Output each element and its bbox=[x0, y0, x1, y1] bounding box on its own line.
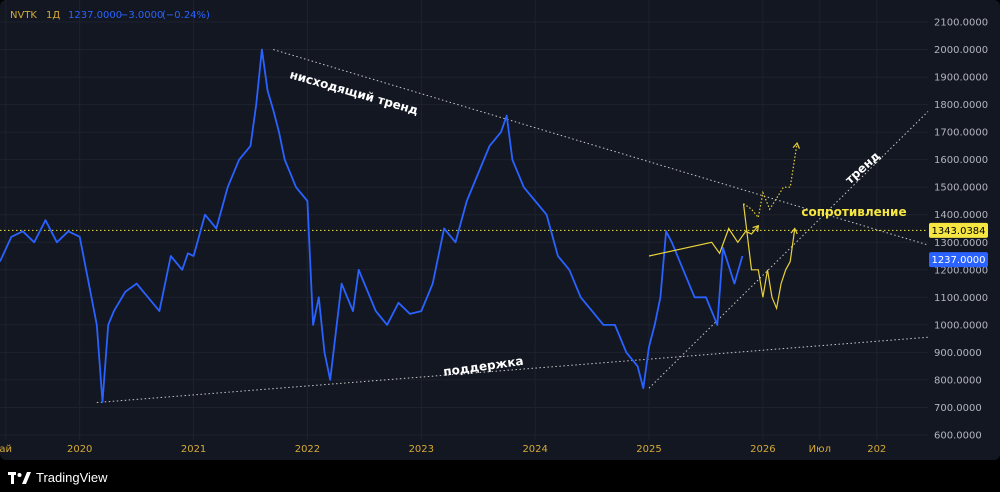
y-tick-label: 2100.0000 bbox=[934, 18, 988, 29]
forecast-dotted-line bbox=[743, 143, 798, 219]
ticker-label[interactable]: NVTK bbox=[10, 10, 37, 21]
y-tick-label: 1000.0000 bbox=[934, 320, 988, 331]
y-tick-label: 1300.0000 bbox=[934, 238, 988, 249]
price-series-line bbox=[0, 48, 744, 403]
x-tick-label: 2021 bbox=[181, 444, 206, 455]
support-line bbox=[96, 336, 929, 404]
forecast-arrow-head bbox=[752, 224, 760, 232]
forecast-line bbox=[648, 225, 759, 257]
y-tick-label: 900.0000 bbox=[934, 348, 982, 359]
x-tick-label: 2026 bbox=[750, 444, 775, 455]
y-tick-label: 800.0000 bbox=[934, 375, 982, 386]
x-tick-label: 202 bbox=[867, 444, 886, 455]
price-badge bbox=[929, 252, 988, 268]
x-tick-label: ай bbox=[0, 444, 12, 455]
change-pct-value: (−0.24%) bbox=[162, 10, 210, 21]
footer-bar: TradingView bbox=[0, 462, 1000, 492]
change-value: −3.0000 bbox=[120, 10, 163, 21]
price-chart[interactable]: нисходящий трендподдержкатрендсопротивле… bbox=[0, 0, 1000, 460]
y-tick-label: 1400.0000 bbox=[934, 210, 988, 221]
tradingview-logo-icon bbox=[8, 471, 31, 484]
tradingview-logo[interactable]: TradingView bbox=[8, 470, 108, 485]
x-tick-label: 2022 bbox=[295, 444, 320, 455]
x-tick-label: 2025 bbox=[636, 444, 661, 455]
y-tick-label: 1900.0000 bbox=[934, 73, 988, 84]
forecast-arrow-head bbox=[790, 227, 798, 235]
x-tick-label: Июл bbox=[809, 444, 831, 455]
price-badge-label: 1343.0384 bbox=[931, 226, 985, 237]
forecast-arrow-head bbox=[792, 142, 801, 149]
ascending-trend-line bbox=[648, 111, 929, 389]
chart-area[interactable]: нисходящий тренд поддержка тренд сопротивле… bbox=[0, 0, 1000, 460]
y-tick-label: 1600.0000 bbox=[934, 155, 988, 166]
descending-trend-line bbox=[273, 49, 929, 246]
y-tick-label: 1500.0000 bbox=[934, 183, 988, 194]
price-badge bbox=[929, 222, 988, 238]
y-tick-label: 1200.0000 bbox=[934, 265, 988, 276]
price-value: 1237.0000 bbox=[68, 10, 122, 21]
annotation-label: поддержка bbox=[442, 354, 524, 379]
y-tick-label: 600.0000 bbox=[934, 431, 982, 442]
brand-name: TradingView bbox=[36, 470, 108, 485]
annotation-label: сопротивление bbox=[801, 205, 906, 219]
x-tick-label: 2020 bbox=[67, 444, 92, 455]
x-tick-label: 2024 bbox=[522, 444, 547, 455]
y-tick-label: 700.0000 bbox=[934, 403, 982, 414]
y-tick-label: 1800.0000 bbox=[934, 100, 988, 111]
y-tick-label: 1100.0000 bbox=[934, 293, 988, 304]
x-tick-label: 2023 bbox=[409, 444, 434, 455]
y-tick-label: 1700.0000 bbox=[934, 128, 988, 139]
y-tick-label: 2000.0000 bbox=[934, 45, 988, 56]
forecast-line bbox=[742, 203, 796, 311]
price-badge-label: 1237.0000 bbox=[931, 255, 985, 266]
interval-label[interactable]: 1Д bbox=[46, 10, 60, 21]
annotation-label: нисходящий тренд bbox=[288, 67, 420, 117]
